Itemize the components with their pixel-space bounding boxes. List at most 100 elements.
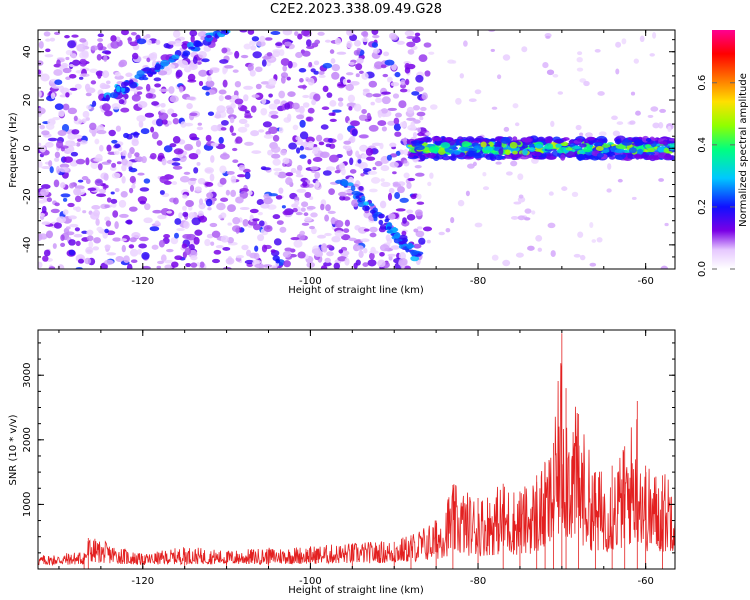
spectrogram-cell bbox=[298, 68, 307, 73]
spectrogram-cell bbox=[368, 80, 378, 88]
spectrogram-cell bbox=[155, 118, 164, 127]
spectrogram-cell bbox=[304, 216, 313, 222]
spectrogram-cell bbox=[134, 152, 140, 158]
spectrogram-cell bbox=[112, 237, 122, 242]
colorbar-tick-label: 0.0 bbox=[697, 261, 708, 277]
spectrogram-cell bbox=[463, 156, 475, 160]
spectrogram-cell bbox=[381, 96, 391, 105]
spectrogram-cell bbox=[358, 185, 364, 191]
spectrogram-cell bbox=[295, 174, 304, 178]
spectrogram-cell bbox=[355, 63, 363, 71]
spectrogram-cell bbox=[121, 164, 127, 172]
spectrogram-cell bbox=[372, 213, 378, 219]
spectrogram-cell bbox=[160, 102, 166, 108]
spectrogram-cell bbox=[491, 254, 499, 261]
spectrogram-cell bbox=[76, 43, 86, 52]
spectrogram-cell bbox=[424, 70, 431, 77]
spectrogram-cell bbox=[146, 39, 152, 46]
spectrogram-cell bbox=[406, 41, 416, 48]
spectrogram-cell bbox=[324, 257, 331, 264]
spectrogram-cell bbox=[370, 176, 381, 184]
spectrogram-cell bbox=[234, 98, 244, 105]
spectrogram-cell bbox=[517, 173, 524, 181]
spectrogram-cell bbox=[96, 130, 107, 135]
spectrogram-cell bbox=[369, 188, 378, 193]
spectrogram-cell bbox=[351, 190, 361, 196]
spectrogram-cell bbox=[73, 233, 83, 238]
spectrogram-cell bbox=[615, 68, 620, 75]
spectrogram-cell bbox=[313, 60, 320, 66]
spectrogram-cell bbox=[183, 171, 191, 175]
spectrogram-cell bbox=[366, 156, 376, 161]
spectrogram-cell bbox=[368, 124, 379, 132]
spectrogram-cell bbox=[305, 39, 312, 47]
spectrogram-cell bbox=[527, 245, 535, 251]
spectrogram-cell bbox=[312, 156, 323, 163]
spectrogram-cell bbox=[410, 140, 418, 144]
spectrogram-cell bbox=[502, 259, 511, 267]
spectrogram-cell bbox=[39, 212, 46, 217]
spectrogram-cell bbox=[266, 52, 273, 57]
snr-line bbox=[38, 363, 675, 567]
spectrogram-cell bbox=[389, 142, 397, 148]
spectrogram-cell bbox=[614, 138, 622, 145]
spectrogram-cell bbox=[413, 243, 422, 249]
spectrogram-cell bbox=[196, 61, 202, 65]
spectrogram-cell bbox=[97, 71, 102, 79]
spectrogram-cell bbox=[71, 34, 79, 38]
spectrogram-cell bbox=[372, 48, 381, 54]
spectrogram-cell bbox=[414, 32, 421, 37]
spectrogram-cell bbox=[326, 244, 333, 249]
spectrogram-cell bbox=[104, 228, 109, 234]
spectrogram-cell bbox=[279, 226, 287, 233]
spectrogram-cell bbox=[388, 187, 395, 194]
spectrogram-cell bbox=[362, 168, 372, 172]
spectrogram-cell bbox=[318, 250, 324, 257]
spectrogram-cell bbox=[324, 232, 332, 237]
spectrogram-cell bbox=[106, 252, 117, 256]
spectrogram-cell bbox=[454, 150, 461, 155]
spectrogram-cell bbox=[74, 195, 82, 203]
spectrogram-cell bbox=[645, 151, 656, 156]
spectrogram-cell bbox=[348, 237, 357, 242]
spectrogram-cell bbox=[79, 38, 87, 43]
spectrogram-cell bbox=[327, 210, 336, 215]
spectrogram-cell bbox=[121, 175, 126, 184]
spectrogram-panel: -120 -100 -80 -60 -40 -20 0 20 40 Height of stra… bbox=[8, 29, 676, 296]
spectrogram-cell bbox=[56, 140, 64, 149]
spectrogram-cell bbox=[218, 214, 223, 219]
spectrogram-cell bbox=[81, 118, 87, 124]
spectrogram-cell bbox=[353, 49, 361, 56]
spectrogram-cell bbox=[174, 255, 183, 261]
spectrogram-cell bbox=[38, 40, 44, 49]
spectrogram-cell bbox=[282, 30, 293, 36]
spectrogram-cell bbox=[156, 265, 162, 269]
spectrogram-cell bbox=[60, 182, 66, 189]
spectrogram-cell bbox=[347, 182, 354, 186]
spectrogram-cell bbox=[319, 151, 330, 159]
spectrogram-cell bbox=[273, 238, 282, 246]
spectrogram-cell bbox=[45, 48, 51, 53]
spectrogram-cell bbox=[345, 83, 354, 91]
spectrogram-cell bbox=[82, 210, 87, 214]
spectrogram-cell bbox=[652, 32, 657, 39]
spectrogram-xtick-label: -60 bbox=[637, 276, 653, 287]
spectrogram-cell bbox=[425, 132, 431, 136]
spectrogram-cell bbox=[240, 105, 248, 112]
spectrogram-cell bbox=[377, 120, 387, 127]
spectrogram-cell bbox=[411, 91, 420, 96]
spectrogram-cell bbox=[230, 189, 237, 198]
spectrogram-cell bbox=[295, 212, 303, 216]
spectrogram-cell bbox=[367, 170, 378, 175]
spectrogram-cell bbox=[149, 71, 157, 75]
spectrogram-cell bbox=[189, 184, 195, 192]
spectrogram-cell bbox=[118, 61, 125, 68]
spectrogram-cell bbox=[104, 110, 113, 117]
spectrogram-cell bbox=[182, 50, 191, 57]
spectrogram-cell bbox=[198, 50, 207, 59]
spectrogram-cell bbox=[387, 192, 393, 201]
spectrogram-cell bbox=[141, 68, 151, 72]
spectrogram-cell bbox=[164, 264, 173, 269]
spectrogram-cell bbox=[129, 237, 137, 243]
spectrogram-cell bbox=[226, 170, 235, 175]
